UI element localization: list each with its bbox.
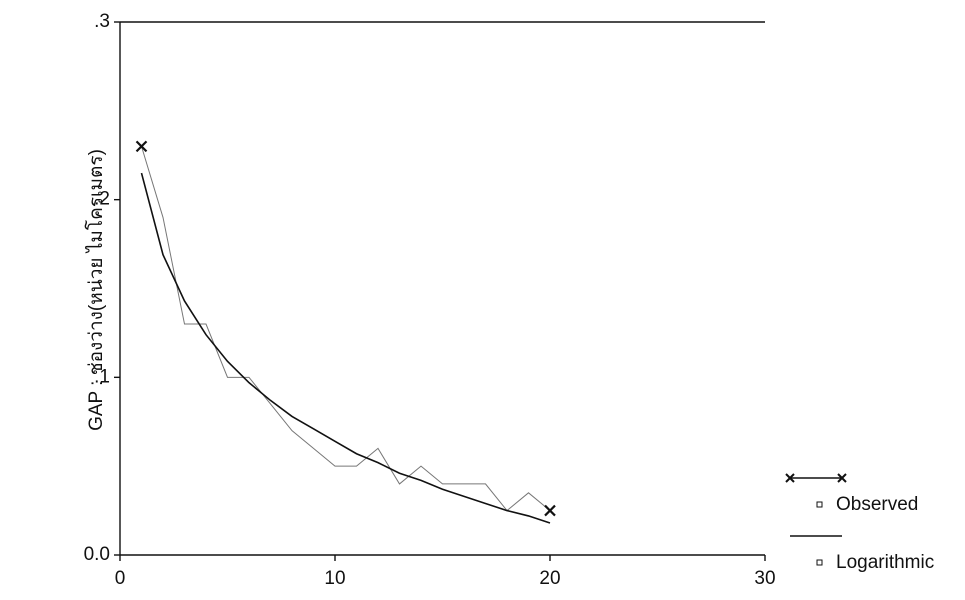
legend-label: Observed <box>836 494 918 515</box>
legend-box <box>817 502 822 507</box>
x-tick-label: 20 <box>539 568 560 589</box>
point-marker <box>545 506 555 516</box>
series-line <box>142 173 551 523</box>
x-tick-label: 30 <box>754 568 775 589</box>
x-tick-label: 10 <box>324 568 345 589</box>
legend-label: Logarithmic <box>836 552 934 573</box>
y-tick-label: .2 <box>94 189 110 210</box>
y-tick-label: .3 <box>94 11 110 32</box>
x-tick-label: 0 <box>115 568 126 589</box>
chart: GAP : ช่องว่าง(หน่วย ไมโครเมตร) 0.0.1.2.… <box>0 0 965 600</box>
point-marker <box>137 141 147 151</box>
y-tick-label: 0.0 <box>84 544 110 565</box>
legend-box <box>817 560 822 565</box>
y-tick-label: .1 <box>94 366 110 387</box>
